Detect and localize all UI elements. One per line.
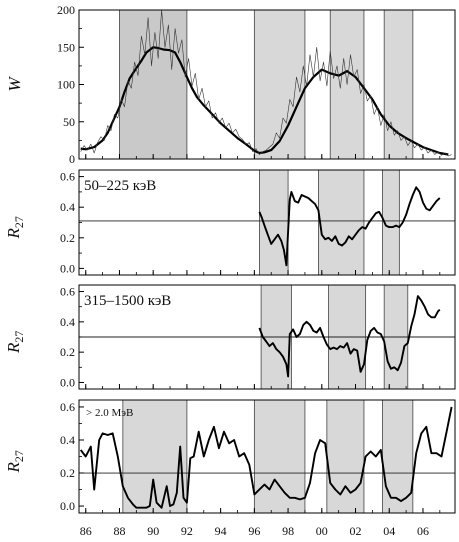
panel-label: 315–1500 кэВ [84, 293, 171, 309]
y-tick-label: 200 [57, 3, 75, 17]
panel-R27_low: 0.0 0.2 0.4 0.6 R27 50–225 кэВ [4, 169, 456, 276]
y-tick-label: 0.2 [60, 466, 75, 480]
y-tick-label: 0.2 [60, 345, 75, 359]
x-tick-label: 86 [80, 524, 92, 538]
y-tick-label: 0 [69, 152, 75, 166]
shaded-interval [383, 9, 414, 160]
y-tick-label: 0.4 [60, 315, 75, 329]
y-tick-label: 0.4 [60, 433, 75, 447]
shaded-interval [253, 9, 306, 160]
y-tick-label: 0.6 [60, 170, 75, 184]
y-tick-label: 0.4 [60, 200, 75, 214]
series-line [79, 406, 453, 509]
panel-label: > 2.0 МэВ [86, 407, 133, 419]
x-tick-label: 94 [215, 524, 227, 538]
x-tick-label: 92 [181, 524, 193, 538]
x-tick-label: 96 [248, 524, 260, 538]
shaded-interval [318, 169, 365, 276]
y-tick-label: 0.2 [60, 231, 75, 245]
shaded-interval [253, 399, 306, 514]
series-monthly-line [80, 9, 452, 157]
x-tick-label: 98 [282, 524, 294, 538]
y-tick-label: 0.0 [60, 499, 75, 513]
panel-W: 0 50 100 150 200 W [5, 3, 456, 166]
x-tick-label: 88 [113, 524, 125, 538]
x-tick-label: 90 [147, 524, 159, 538]
series-line [258, 295, 441, 378]
y-tick-label: 0.6 [60, 285, 75, 299]
series-line [258, 186, 441, 267]
y-tick-label: 0.0 [60, 375, 75, 389]
panel-label: 50–225 кэВ [84, 178, 156, 194]
x-tick-label: 06 [417, 524, 429, 538]
y-axis-label: R27 [4, 450, 26, 473]
x-tick-label: 04 [383, 524, 395, 538]
y-tick-label: 50 [63, 115, 75, 129]
y-tick-label: 150 [57, 40, 75, 54]
y-axis-label: R27 [4, 331, 26, 354]
shaded-interval [326, 399, 365, 514]
shaded-interval [382, 399, 414, 514]
panel-R27_high: 0.0 0.2 0.4 0.6 R27 > 2.0 МэВ [4, 399, 456, 514]
y-axis-label: W [5, 76, 24, 92]
panel-R27_mid: 0.0 0.2 0.4 0.6 R27 315–1500 кэВ [4, 284, 456, 390]
x-tick-label: 02 [350, 524, 362, 538]
x-tick-label: 00 [316, 524, 328, 538]
y-axis-label: R27 [4, 216, 26, 239]
y-tick-label: 100 [57, 78, 75, 92]
y-tick-label: 0.6 [60, 400, 75, 414]
y-tick-label: 0.0 [60, 261, 75, 275]
